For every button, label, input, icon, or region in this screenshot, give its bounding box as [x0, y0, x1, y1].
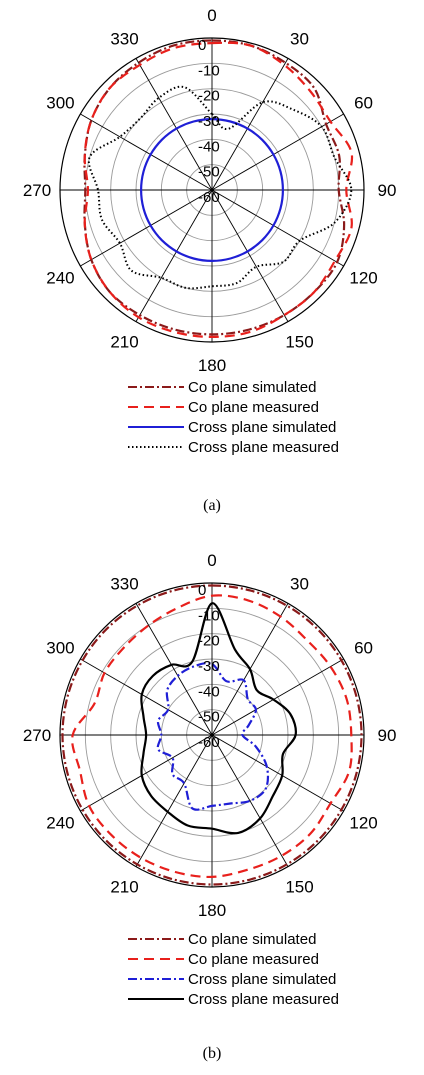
radial-tick-label: -10: [198, 607, 220, 624]
angle-tick-label: 300: [46, 94, 74, 113]
radial-tick-label: -50: [198, 709, 220, 726]
angle-tick-label: 90: [378, 726, 397, 745]
series-line: [83, 39, 346, 336]
angle-tick-label: 150: [285, 333, 313, 352]
grid-spoke: [80, 189, 213, 267]
radial-tick-label: 0: [198, 582, 206, 599]
series-line: [156, 662, 270, 811]
angle-tick-label: 210: [110, 878, 138, 897]
grid-spoke: [211, 734, 289, 867]
grid-spoke: [135, 189, 213, 322]
radial-tick-label: -10: [198, 62, 220, 79]
radial-tick-label: -30: [198, 658, 220, 675]
series-line: [61, 584, 363, 886]
radial-tick-label: -20: [198, 633, 220, 650]
angle-tick-label: 300: [46, 639, 74, 658]
legend-label: Cross plane simulated: [188, 971, 336, 988]
angle-tick-label: 120: [349, 814, 377, 833]
radial-tick-label: -50: [198, 164, 220, 181]
legend-label: Co plane simulated: [188, 931, 316, 948]
radial-tick-label: 0: [198, 37, 206, 54]
radial-tick-label: -60: [198, 189, 220, 206]
grid-spoke: [211, 189, 344, 267]
legend-label: Co plane simulated: [188, 379, 316, 396]
angle-tick-label: 270: [23, 181, 51, 200]
grid-spoke: [80, 113, 213, 191]
angle-tick-label: 90: [378, 181, 397, 200]
angle-tick-label: 0: [207, 6, 216, 25]
legend-label: Cross plane simulated: [188, 419, 336, 436]
radial-tick-label: -40: [198, 138, 220, 155]
series-line: [83, 41, 354, 339]
angle-tick-label: 60: [354, 94, 373, 113]
grid-spoke: [211, 189, 289, 322]
legend-label: Co plane measured: [188, 399, 319, 416]
legend-label: Cross plane measured: [188, 439, 339, 456]
polar-chart-2: 0 -10 -20 -30 -40 -50 -60 0 30 60 90 120 150 180 210 24…: [23, 551, 397, 1062]
angle-tick-label: 180: [198, 356, 226, 375]
angle-tick-label: 30: [290, 574, 309, 593]
grid-spoke: [211, 658, 344, 736]
series-line: [140, 602, 297, 835]
grid-spoke: [211, 58, 289, 191]
legend-label: Cross plane measured: [188, 991, 339, 1008]
grid-spoke: [80, 734, 213, 812]
grid-spoke: [135, 603, 213, 736]
radial-tick-label: -60: [198, 734, 220, 751]
angle-tick-label: 330: [110, 29, 138, 48]
angle-tick-label: 240: [46, 269, 74, 288]
figure-caption: (b): [203, 1045, 222, 1062]
polar-chart-1: 0 -10 -20 -30 -40 -50 -60 0 30 60 90 120 150 180 210 24…: [23, 6, 397, 514]
grid-spoke: [135, 58, 213, 191]
radial-tick-label: -40: [198, 683, 220, 700]
angle-tick-label: 330: [110, 574, 138, 593]
series-line: [71, 594, 353, 879]
angle-tick-label: 240: [46, 814, 74, 833]
grid-spoke: [211, 113, 344, 191]
radial-tick-label: -30: [198, 113, 220, 130]
series-line: [87, 85, 353, 290]
angle-tick-label: 0: [207, 551, 216, 570]
angle-tick-label: 210: [110, 333, 138, 352]
legend-label: Co plane measured: [188, 951, 319, 968]
angle-tick-label: 150: [285, 878, 313, 897]
angle-tick-label: 270: [23, 726, 51, 745]
grid-spoke: [211, 734, 344, 812]
figure-caption: (a): [203, 497, 221, 514]
angle-tick-label: 30: [290, 29, 309, 48]
grid-spoke: [135, 734, 213, 867]
angle-tick-label: 60: [354, 639, 373, 658]
angle-tick-label: 180: [198, 901, 226, 920]
radial-tick-label: -20: [198, 88, 220, 105]
angle-tick-label: 120: [349, 269, 377, 288]
series-line: [139, 117, 285, 263]
grid-spoke: [80, 658, 213, 736]
